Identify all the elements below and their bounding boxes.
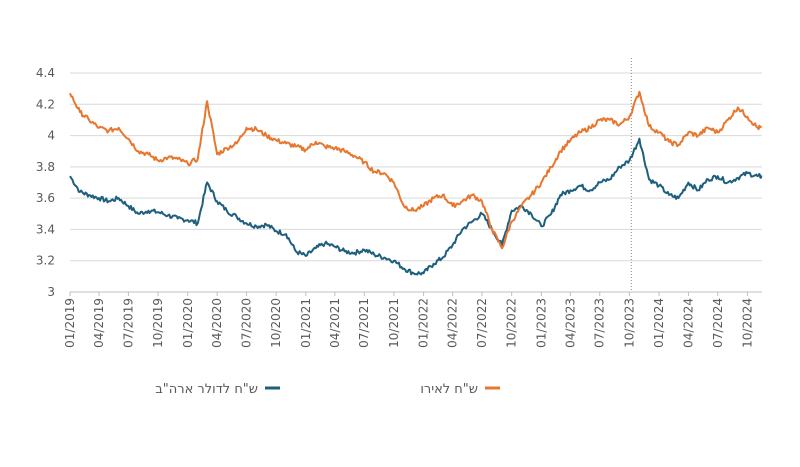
x-tick-label: 01/2022 — [417, 298, 431, 348]
x-tick-label: 07/2022 — [475, 298, 489, 348]
x-tick-label: 10/2019 — [151, 298, 165, 348]
x-tick-label: 01/2019 — [63, 298, 77, 348]
x-tick-label: 10/2024 — [740, 298, 754, 348]
x-tick-label: 04/2024 — [681, 298, 695, 348]
y-tick-labels: 3 3.2 3.4 3.6 3.8 4 4.2 4.4 — [36, 66, 55, 299]
y-tick-label: 4 — [47, 129, 55, 143]
x-tick-label: 07/2019 — [121, 298, 135, 348]
legend-item-dollar: ש"ח לדולר ארה"ב — [155, 382, 280, 397]
y-tick-label: 3.2 — [36, 254, 55, 268]
x-tick-label: 04/2019 — [92, 298, 106, 348]
y-tick-label: 3 — [47, 285, 55, 299]
legend-label-dollar: ש"ח לדולר ארה"ב — [155, 382, 258, 397]
x-tick-label: 10/2022 — [505, 298, 519, 348]
legend-item-euro: ש"ח לאירו — [420, 382, 500, 397]
y-tick-label: 3.6 — [36, 191, 55, 205]
series-line-dollar — [69, 137, 763, 276]
y-tick-label: 3.8 — [36, 160, 55, 174]
y-tick-label: 3.4 — [36, 222, 55, 236]
legend: ש"ח לאירו ש"ח לדולר ארה"ב — [155, 382, 500, 397]
x-tick-labels: 01/2019 04/2019 07/2019 10/2019 01/2020 04/20… — [63, 292, 754, 348]
x-tick-label: 04/2022 — [446, 298, 460, 348]
x-tick-label: 10/2023 — [622, 298, 636, 348]
gridlines — [70, 72, 762, 262]
series-lines — [69, 90, 763, 276]
x-tick-label: 07/2024 — [711, 298, 725, 348]
y-tick-label: 4.4 — [36, 66, 55, 80]
legend-label-euro: ש"ח לאירו — [420, 382, 478, 397]
x-tick-label: 04/2023 — [563, 298, 577, 348]
y-tick-label: 4.2 — [36, 97, 55, 111]
x-tick-label: 01/2020 — [181, 298, 195, 348]
series-line-euro — [69, 90, 763, 250]
x-tick-label: 07/2023 — [593, 298, 607, 348]
x-tick-label: 01/2021 — [299, 298, 313, 348]
x-tick-label: 04/2020 — [210, 298, 224, 348]
x-tick-label: 10/2020 — [269, 298, 283, 348]
x-tick-label: 04/2021 — [328, 298, 342, 348]
x-tick-label: 01/2024 — [652, 298, 666, 348]
x-tick-label: 10/2021 — [387, 298, 401, 348]
x-tick-label: 01/2023 — [534, 298, 548, 348]
x-tick-label: 07/2021 — [357, 298, 371, 348]
x-tick-label: 07/2020 — [239, 298, 253, 348]
